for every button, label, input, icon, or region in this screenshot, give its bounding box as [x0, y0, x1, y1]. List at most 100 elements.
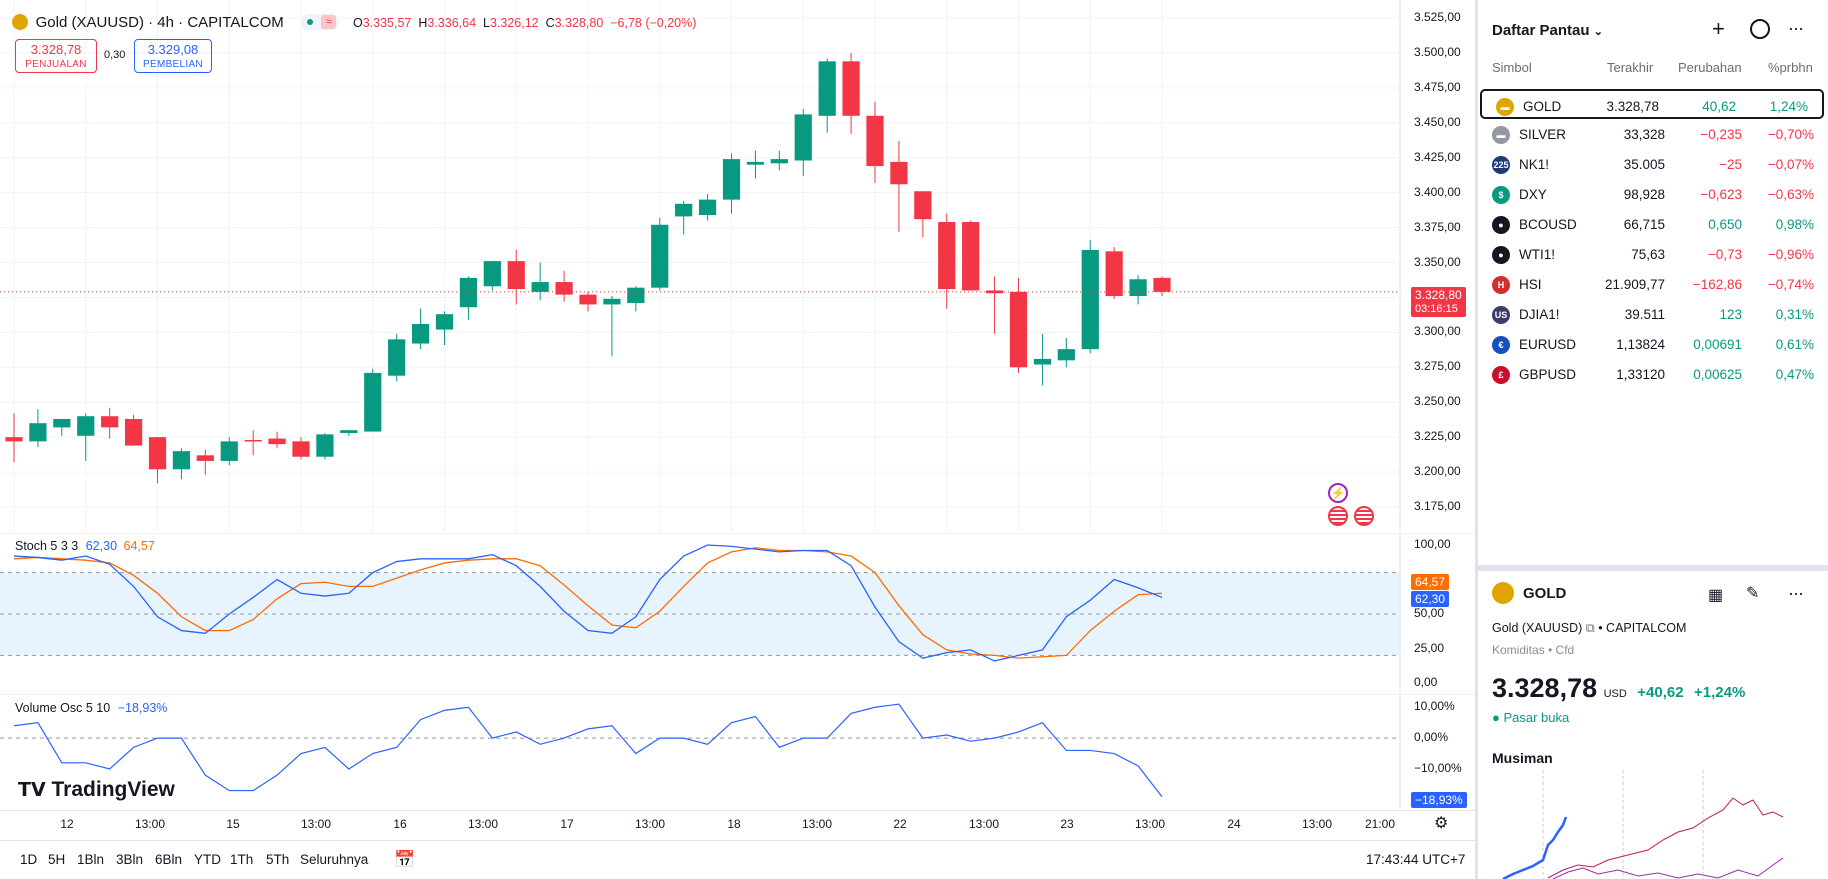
column-header-last[interactable]: Terakhir	[1607, 60, 1654, 75]
seasonal-title[interactable]: Musiman	[1492, 750, 1553, 766]
more-options-icon[interactable]: ···	[1788, 18, 1804, 38]
grid-layout-icon[interactable]: ▦	[1708, 587, 1724, 604]
time-axis-label: 13:00	[1301, 817, 1333, 831]
range-button[interactable]: Seluruhnya	[300, 852, 369, 867]
watchlist-symbol: WTI1!	[1519, 247, 1555, 262]
candle	[1105, 247, 1123, 299]
countdown: 03:16:15	[1415, 303, 1458, 315]
sell-button[interactable]: 3.328,78 PENJUALAN	[15, 39, 97, 73]
range-button[interactable]: 3Bln	[116, 852, 144, 867]
time-axis-label: 13:00	[968, 817, 1000, 831]
watchlist-row[interactable]: ▬ GOLD 3.328,78 40,62 1,24%	[1480, 89, 1824, 119]
candle-body	[1129, 279, 1147, 297]
seasonal-mini-chart[interactable]	[1488, 770, 1818, 879]
range-button[interactable]: 6Bln	[155, 852, 183, 867]
volume-osc-chart[interactable]	[0, 694, 1475, 809]
add-symbol-icon[interactable]: +	[1712, 16, 1725, 41]
volume-osc-label: Volume Osc 5 10	[15, 701, 111, 715]
watchlist-change-pct: 0,47%	[1775, 367, 1814, 382]
gold-icon: ▬	[1496, 98, 1514, 116]
column-header-change[interactable]: Perubahan	[1678, 60, 1742, 75]
watchlist-change: 40,62	[1702, 99, 1736, 114]
watchlist-change-pct: −0,96%	[1767, 247, 1814, 262]
detail-exchange[interactable]: CAPITALCOM	[1606, 621, 1687, 635]
detail-name[interactable]: Gold (XAUUSD)	[1492, 621, 1583, 635]
stoch-k-tag: 62,30	[1411, 591, 1450, 607]
candle-body	[866, 115, 884, 167]
stoch-axis-label: 100,00	[1414, 537, 1451, 551]
candle-body	[292, 441, 310, 457]
watchlist-last: 1,13824	[1616, 337, 1665, 352]
watchlist-symbol: BCOUSD	[1519, 217, 1577, 232]
price-axis-label: 3.500,00	[1414, 44, 1461, 59]
watchlist-row[interactable]: ● WTI1! 75,63 −0,73 −0,96%	[1478, 239, 1828, 269]
range-button[interactable]: 5Th	[266, 852, 290, 867]
range-button[interactable]: 1Th	[230, 852, 254, 867]
watchlist-change-pct: −0,63%	[1767, 187, 1814, 202]
range-button[interactable]: 1D	[20, 852, 38, 867]
candle-body	[196, 455, 214, 461]
stochastic-chart[interactable]	[0, 533, 1475, 693]
candle	[651, 217, 669, 291]
candle	[292, 437, 310, 460]
watchlist-row[interactable]: € EURUSD 1,13824 0,00691 0,61%	[1478, 329, 1828, 359]
watchlist-row[interactable]: $ DXY 98,928 −0,623 −0,63%	[1478, 179, 1828, 209]
watchlist-change: −0,235	[1700, 127, 1742, 142]
price-chart[interactable]	[0, 0, 1475, 532]
watchlist-last: 1,33120	[1616, 367, 1665, 382]
detail-symbol[interactable]: GOLD	[1523, 585, 1567, 602]
external-link-icon[interactable]: ⧉	[1585, 621, 1595, 635]
tradingview-logo[interactable]: 𝗧𝗩 TradingView	[18, 778, 175, 802]
us-flag-event-icon[interactable]	[1328, 506, 1348, 526]
buy-price: 3.329,08	[147, 42, 199, 57]
calendar-range-icon[interactable]: 📅	[394, 850, 416, 869]
more-options-icon[interactable]: ···	[1788, 583, 1804, 603]
seasonal-line-pink	[1547, 797, 1784, 879]
watchlist-change: −162,86	[1692, 277, 1742, 292]
bottom-toolbar: 1D 5H 1Bln 3Bln 6Bln YTD 1Th 5Th Seluruhnya 📅 17…	[0, 840, 1475, 879]
chart-pane[interactable]: Gold (XAUUSD) · 4h · CAPITALCOM ≈ O3.335…	[0, 0, 1475, 879]
time-axis[interactable]: 12 13:00 15 13:00 16 13:00 17 13:00 18 13:00 22 13:…	[0, 810, 1475, 836]
watchlist-row[interactable]: £ GBPUSD 1,33120 0,00625 0,47%	[1478, 359, 1828, 389]
watchlist-row[interactable]: H HSI 21.909,77 −162,86 −0,74%	[1478, 269, 1828, 299]
watchlist-row[interactable]: ▬ SILVER 33,328 −0,235 −0,70%	[1478, 119, 1828, 149]
symbol-title[interactable]: Gold (XAUUSD) · 4h · CAPITALCOM	[35, 14, 284, 31]
stoch-legend[interactable]: Stoch 5 3 3 62,30 64,57	[15, 539, 155, 553]
candle-body	[316, 434, 334, 457]
us-flag-event-icon[interactable]	[1354, 506, 1374, 526]
watchlist-symbol: SILVER	[1519, 127, 1567, 142]
watchlist-row[interactable]: US DJIA1! 39.511 123 0,31%	[1478, 299, 1828, 329]
watchlist-title[interactable]: Daftar Pantau ⌄	[1492, 22, 1603, 39]
candle-body	[555, 282, 573, 295]
range-button[interactable]: 5H	[48, 852, 66, 867]
watchlist-last: 98,928	[1623, 187, 1665, 202]
candle-body	[675, 203, 693, 217]
price-axis-label: 3.475,00	[1414, 79, 1461, 94]
watchlist-row[interactable]: 225 NK1! 35.005 −25 −0,07%	[1478, 149, 1828, 179]
candle	[794, 108, 812, 176]
candle-body	[962, 221, 980, 291]
watchlist-last: 39.511	[1624, 307, 1665, 322]
stoch-d-tag: 64,57	[1411, 574, 1450, 590]
price-axis-label: 3.450,00	[1414, 114, 1461, 129]
settings-gear-icon[interactable]: ⚙	[1434, 815, 1449, 832]
lightning-event-icon[interactable]: ⚡	[1328, 483, 1348, 503]
candle	[627, 286, 645, 312]
watchlist-change-pct: −0,70%	[1767, 127, 1814, 142]
candle-body	[148, 437, 167, 470]
clock[interactable]: 17:43:44 UTC+7	[1366, 852, 1466, 867]
pie-chart-icon[interactable]	[1750, 19, 1770, 39]
volume-osc-legend[interactable]: Volume Osc 5 10 −18,93%	[15, 701, 167, 715]
column-header-symbol[interactable]: Simbol	[1492, 60, 1532, 75]
buy-button[interactable]: 3.329,08 PEMBELIAN	[134, 39, 212, 73]
time-axis-label: 22	[893, 817, 907, 831]
edit-icon[interactable]: ✎	[1746, 585, 1760, 602]
stoch-axis-label: 0,00	[1414, 675, 1438, 689]
range-button[interactable]: 1Bln	[77, 852, 105, 867]
watchlist-row[interactable]: ● BCOUSD 66,715 0,650 0,98%	[1478, 209, 1828, 239]
column-header-change-pct[interactable]: %prbhn	[1768, 60, 1813, 75]
candle-body	[746, 161, 765, 165]
candle-body	[531, 282, 549, 292]
range-button[interactable]: YTD	[194, 852, 221, 867]
time-axis-label: 13:00	[634, 817, 666, 831]
